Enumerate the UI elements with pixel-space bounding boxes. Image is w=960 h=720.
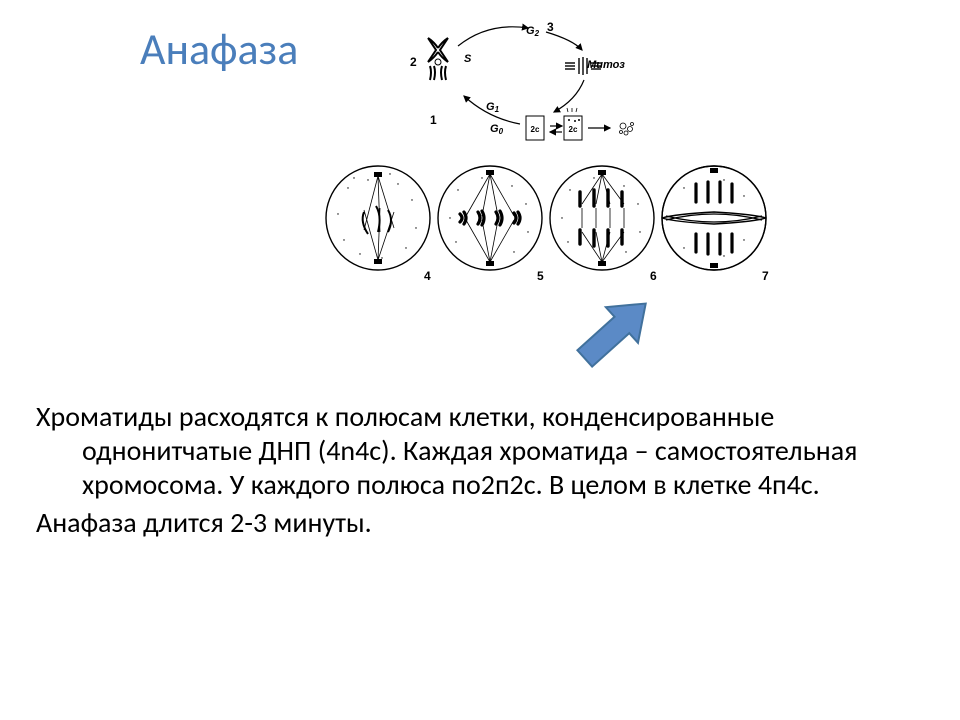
diagram-area: 2c 2c: [318, 18, 778, 298]
label-mitosis: Митоз: [587, 59, 625, 71]
label-g1: G1: [486, 101, 500, 114]
pointer-arrow: [548, 268, 678, 398]
chromosome-icon: [428, 38, 448, 80]
body-text: Хроматиды расходятся к полюсам клетки, к…: [36, 400, 916, 545]
arrow-g2-m: [546, 32, 582, 50]
cycle-num-1: 1: [430, 113, 437, 127]
arrow-m-cells: [554, 80, 584, 112]
cell-label-4: 4: [424, 269, 431, 283]
paragraph-2: Анафаза длится 2-3 минуты.: [36, 506, 916, 540]
cycle-num-3: 3: [547, 20, 554, 34]
cell-5: [438, 166, 542, 270]
label-s: S: [464, 53, 472, 65]
label-g2: G2: [526, 25, 540, 38]
cycle-num-2: 2: [410, 55, 417, 69]
arrow-shape: [569, 286, 662, 377]
arrow-s-g2: [458, 27, 528, 46]
cell-label-7: 7: [762, 269, 769, 283]
slide: Анафаза: [0, 0, 960, 720]
paragraph-1: Хроматиды расходятся к полюсам клетки, к…: [36, 400, 916, 502]
cell-label-5: 5: [537, 269, 544, 283]
slide-title: Анафаза: [140, 22, 298, 76]
daughter-label-2: 2c: [569, 125, 578, 134]
cell-6: [550, 166, 654, 270]
cell-4: [326, 166, 430, 270]
cell-7: [662, 166, 766, 270]
dying-cell-icon: [620, 123, 634, 136]
daughter-cells-icon: 2c 2c: [526, 108, 582, 140]
daughter-label-1: 2c: [531, 125, 540, 134]
label-g0: G0: [490, 123, 504, 136]
cell-cycle-diagram: 2c 2c: [378, 18, 698, 168]
